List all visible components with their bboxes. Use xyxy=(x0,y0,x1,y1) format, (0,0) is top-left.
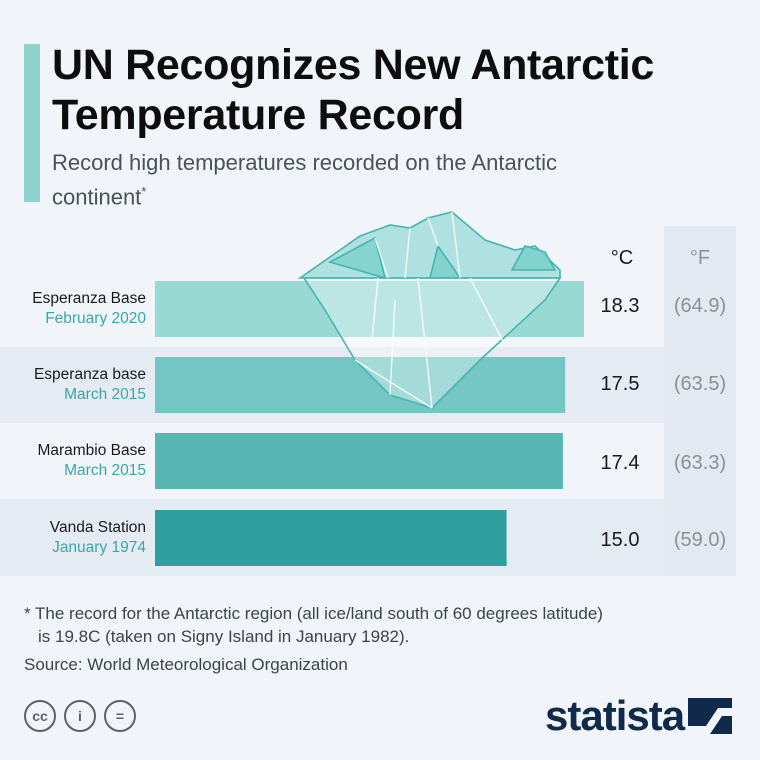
accent-bar xyxy=(24,44,40,202)
date-label: February 2020 xyxy=(45,310,146,327)
fahrenheit-column-band xyxy=(664,226,736,576)
iceberg-facet xyxy=(510,245,557,271)
footnote-line-1: * The record for the Antarctic region (a… xyxy=(24,604,603,623)
celsius-header: °C xyxy=(610,247,634,269)
iceberg-edge xyxy=(389,299,396,396)
celsius-value: 17.5 xyxy=(600,373,640,395)
date-label: January 1974 xyxy=(52,539,146,556)
fahrenheit-value: (63.3) xyxy=(673,452,727,474)
fahrenheit-value: (59.0) xyxy=(673,529,727,551)
celsius-value: 15.0 xyxy=(600,529,640,551)
iceberg-edge xyxy=(374,237,389,279)
footnote: * The record for the Antarctic region (a… xyxy=(24,602,739,648)
iceberg-illustration xyxy=(297,211,562,409)
celsius-value: 17.4 xyxy=(600,452,640,474)
bar xyxy=(155,357,566,413)
date-label: March 2015 xyxy=(64,386,146,403)
fahrenheit-header: °F xyxy=(689,247,711,269)
bar xyxy=(155,281,584,337)
station-label: Marambio Base xyxy=(37,442,146,459)
no-derivatives-icon[interactable]: = xyxy=(104,700,136,732)
statista-logo[interactable]: statista xyxy=(545,694,734,738)
bar xyxy=(155,433,563,489)
chart-title: UN Recognizes New Antarctic Temperature … xyxy=(52,41,655,139)
brand-wordmark: statista xyxy=(545,692,685,739)
station-label: Esperanza base xyxy=(33,366,146,383)
iceberg-edge xyxy=(354,359,433,409)
date-label: March 2015 xyxy=(64,462,146,479)
iceberg-edge xyxy=(451,211,461,279)
footnote-line-2: is 19.8C (taken on Signy Island in Janua… xyxy=(38,627,410,646)
iceberg-edge xyxy=(404,227,411,279)
statista-mark-icon xyxy=(688,698,733,734)
bar-chart xyxy=(155,211,584,566)
celsius-value: 18.3 xyxy=(600,295,640,317)
station-label: Esperanza Base xyxy=(32,290,146,307)
iceberg-edge xyxy=(469,277,506,346)
iceberg-edge xyxy=(371,277,379,341)
iceberg-facet xyxy=(327,236,387,280)
fahrenheit-value: (63.5) xyxy=(673,373,727,395)
attribution-icon[interactable]: i xyxy=(64,700,96,732)
subtitle-footnote-mark: * xyxy=(141,184,147,199)
creative-commons-icon[interactable]: cc xyxy=(24,700,56,732)
source-text: Source: World Meteorological Organizatio… xyxy=(24,655,348,674)
subtitle-text: Record high temperatures recorded on the… xyxy=(52,150,558,210)
bar xyxy=(155,510,507,566)
fahrenheit-value: (64.9) xyxy=(673,295,727,317)
iceberg-edge xyxy=(417,277,433,409)
license-icons: cc i = xyxy=(24,700,136,736)
iceberg-edge xyxy=(427,217,439,247)
chart-subtitle: Record high temperatures recorded on the… xyxy=(52,148,572,211)
station-label: Vanda Station xyxy=(49,519,146,536)
